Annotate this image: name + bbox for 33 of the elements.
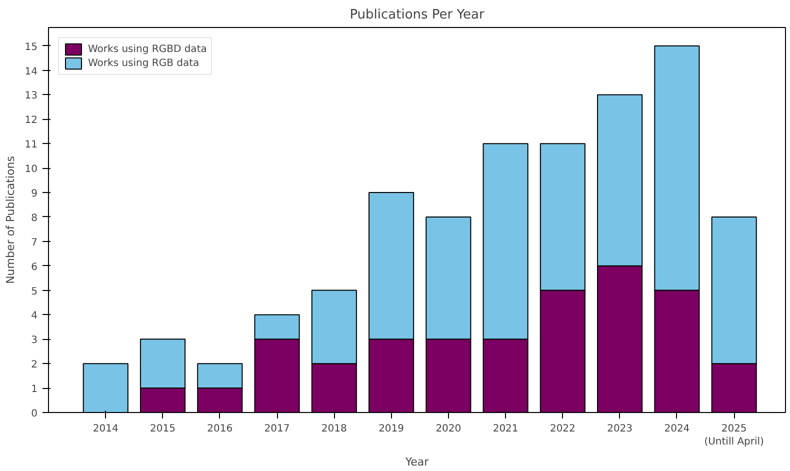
y-tick-label: 13 bbox=[24, 90, 38, 102]
x-tick-label: 2014 bbox=[92, 424, 118, 434]
x-tick-label: 2019 bbox=[378, 424, 404, 434]
x-tick-label: 2016 bbox=[207, 424, 233, 434]
y-tick-label: 7 bbox=[31, 237, 38, 248]
y-tick-label: 14 bbox=[24, 66, 38, 78]
legend-label: Works using RGB data bbox=[88, 56, 200, 70]
x-tick-label: 2022 bbox=[550, 424, 576, 434]
y-tick-label: 3 bbox=[31, 335, 38, 346]
y-tick-label: 11 bbox=[24, 140, 38, 151]
y-tick-label: 10 bbox=[24, 164, 38, 176]
chart-title: Publications Per Year bbox=[350, 8, 485, 22]
y-tick-label: 5 bbox=[31, 286, 38, 298]
x-tick-label: 2023 bbox=[607, 424, 633, 434]
y-tick-label: 15 bbox=[24, 42, 38, 53]
x-tick-label: 2024 bbox=[664, 424, 690, 434]
x-tick-label: 2015 bbox=[150, 424, 176, 434]
y-tick-label: 9 bbox=[31, 188, 38, 200]
y-axis-title: Number of Publications bbox=[4, 156, 17, 284]
y-tick-label: 1 bbox=[31, 384, 38, 396]
y-tick-label: 2 bbox=[31, 360, 38, 371]
x-tick-label: 2017 bbox=[264, 424, 290, 434]
x-tick-label: 2020 bbox=[436, 424, 462, 434]
x-tick-label: 2025 (Untill April) bbox=[704, 424, 764, 448]
x-tick-label: 2018 bbox=[321, 424, 347, 434]
legend-label: Works using RGBD data bbox=[88, 42, 207, 56]
y-tick-label: 8 bbox=[31, 212, 38, 224]
y-tick-label: 4 bbox=[31, 310, 38, 322]
y-tick-label: 12 bbox=[24, 115, 38, 126]
y-tick-label: 6 bbox=[31, 262, 38, 273]
x-axis-title: Year bbox=[404, 456, 430, 469]
y-tick-label: 0 bbox=[31, 408, 38, 420]
x-tick-label: 2021 bbox=[492, 424, 518, 434]
